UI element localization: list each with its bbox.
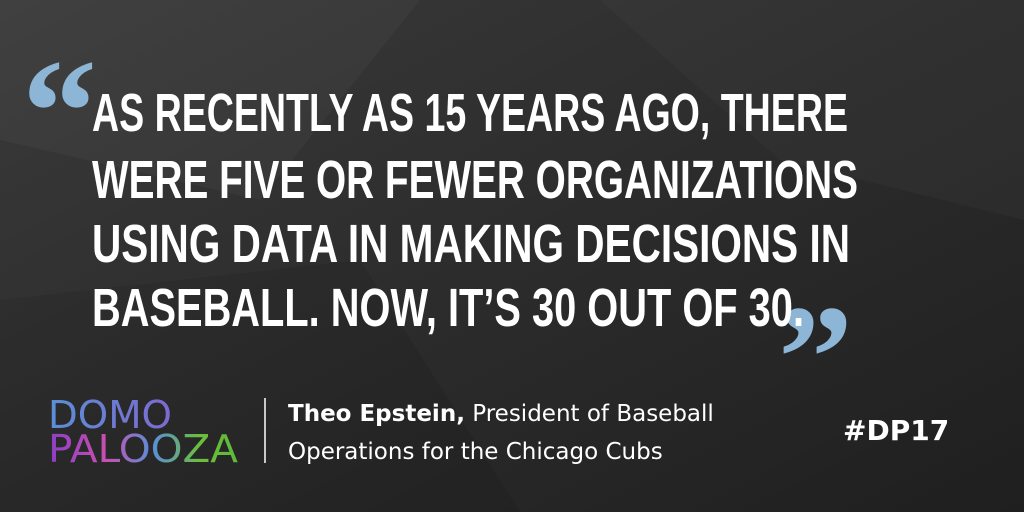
open-quote-mark: “ — [22, 29, 97, 195]
quote-line: WERE FIVE OR FEWER ORGANIZATIONS — [92, 150, 858, 210]
attribution-role: Operations for the Chicago Cubs — [288, 439, 663, 465]
attribution-line: Theo Epstein, President of Baseball — [288, 401, 714, 427]
attribution-role: President of Baseball — [472, 401, 714, 427]
quote-line: USING DATA IN MAKING DECISIONS IN — [92, 214, 850, 274]
bg-panel — [0, 260, 520, 512]
attribution-name: Theo Epstein, — [288, 401, 465, 427]
quote-line: BASEBALL. NOW, IT’S 30 OUT OF 30. — [92, 278, 804, 338]
hashtag: #DP17 — [843, 414, 949, 447]
logo-line: DOMO — [48, 393, 172, 437]
logo-line: PALOOZA — [48, 427, 238, 471]
close-quote-mark: ” — [778, 275, 853, 441]
quote-line: AS RECENTLY AS 15 YEARS AGO, THERE — [92, 83, 848, 143]
